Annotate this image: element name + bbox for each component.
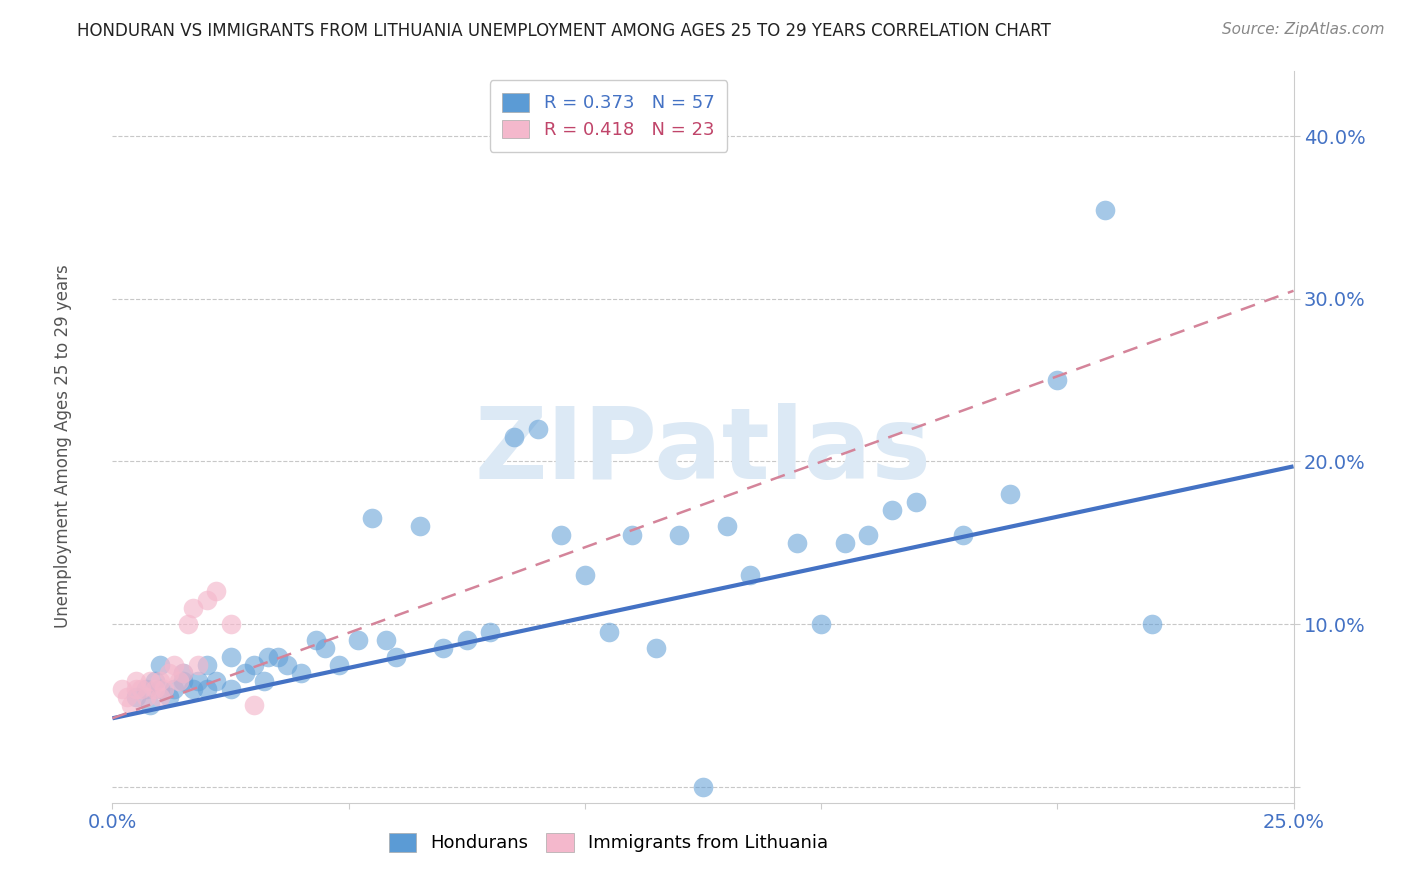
Point [290,665,312,680]
Point [574,568,596,582]
Point [129,681,152,696]
Text: Source: ZipAtlas.com: Source: ZipAtlas.com [1222,22,1385,37]
Point [149,657,172,672]
Point [167,673,190,688]
Point [716,519,738,533]
Point [998,487,1021,501]
Point [550,527,572,541]
Point [385,649,408,664]
Point [115,690,138,705]
Point [219,649,242,664]
Point [157,690,180,705]
Point [328,657,350,672]
Point [125,673,148,688]
Point [692,780,714,794]
Point [503,430,526,444]
Point [163,681,186,696]
Point [644,641,666,656]
Point [149,681,172,696]
Point [243,657,266,672]
Point [125,681,148,696]
Point [163,657,186,672]
Point [786,535,808,549]
Point [456,633,478,648]
Point [149,690,172,705]
Point [120,698,142,713]
Point [432,641,454,656]
Point [740,568,762,582]
Point [621,527,644,541]
Point [952,527,974,541]
Point [172,665,194,680]
Point [172,665,194,680]
Point [143,673,166,688]
Point [1094,202,1116,217]
Point [810,617,832,632]
Point [834,535,856,549]
Point [1140,617,1163,632]
Point [314,641,336,656]
Point [139,698,162,713]
Point [375,633,398,648]
Point [243,698,266,713]
Point [1046,373,1069,387]
Point [135,681,157,696]
Point [181,600,204,615]
Point [135,690,157,705]
Point [598,625,620,640]
Point [195,592,218,607]
Text: ZIPatlas: ZIPatlas [475,403,931,500]
Point [181,681,204,696]
Point [304,633,326,648]
Point [186,673,208,688]
Point [139,673,162,688]
Point [186,657,208,672]
Point [219,617,242,632]
Point [479,625,502,640]
Point [157,665,180,680]
Point [858,527,880,541]
Point [219,681,242,696]
Point [205,673,228,688]
Point [347,633,370,648]
Point [526,422,548,436]
Point [195,681,218,696]
Point [276,657,298,672]
Point [149,673,172,688]
Point [904,495,927,509]
Point [257,649,280,664]
Point [172,673,194,688]
Point [153,681,176,696]
Point [233,665,256,680]
Text: Unemployment Among Ages 25 to 29 years: Unemployment Among Ages 25 to 29 years [55,264,72,628]
Point [205,584,228,599]
Point [125,690,148,705]
Point [195,657,218,672]
Text: HONDURAN VS IMMIGRANTS FROM LITHUANIA UNEMPLOYMENT AMONG AGES 25 TO 29 YEARS COR: HONDURAN VS IMMIGRANTS FROM LITHUANIA UN… [77,22,1052,40]
Point [668,527,690,541]
Point [267,649,290,664]
Point [143,681,166,696]
Legend: Hondurans, Immigrants from Lithuania: Hondurans, Immigrants from Lithuania [381,826,835,860]
Point [111,681,134,696]
Point [253,673,276,688]
Point [177,617,200,632]
Point [408,519,430,533]
Point [880,503,903,517]
Point [361,511,384,525]
